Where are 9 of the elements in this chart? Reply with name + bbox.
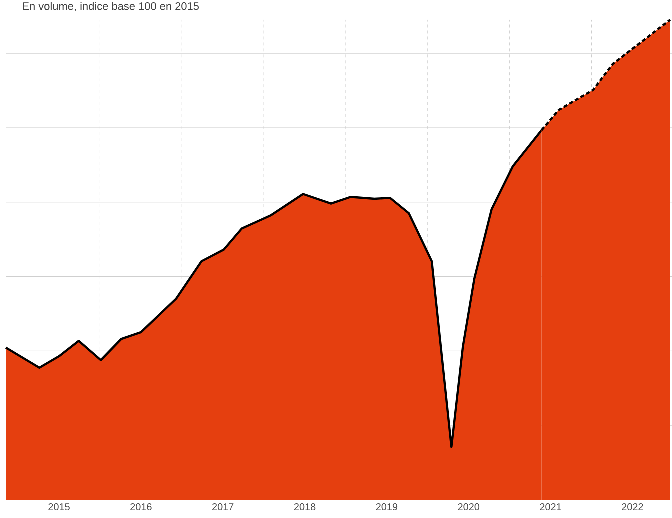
x-tick-label: 2015 [48, 504, 70, 511]
x-tick-label: 2022 [622, 504, 644, 511]
x-tick-label: 2017 [212, 504, 234, 511]
chart-title: En volume, indice base 100 en 2015 [23, 2, 199, 12]
x-tick-label: 2018 [294, 504, 316, 511]
x-tick-label: 2020 [458, 504, 480, 511]
x-tick-label: 2016 [130, 504, 152, 511]
x-tick-label: 2021 [540, 504, 562, 511]
x-tick-label: 2019 [376, 504, 398, 511]
